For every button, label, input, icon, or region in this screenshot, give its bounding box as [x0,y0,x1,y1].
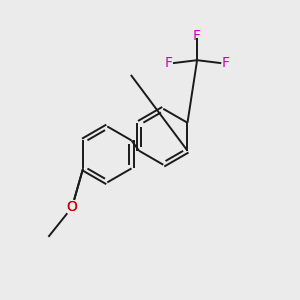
Text: F: F [222,56,230,70]
Text: F: F [164,56,172,70]
Text: F: F [193,29,201,43]
Text: O: O [67,200,77,214]
Text: O: O [67,200,77,214]
